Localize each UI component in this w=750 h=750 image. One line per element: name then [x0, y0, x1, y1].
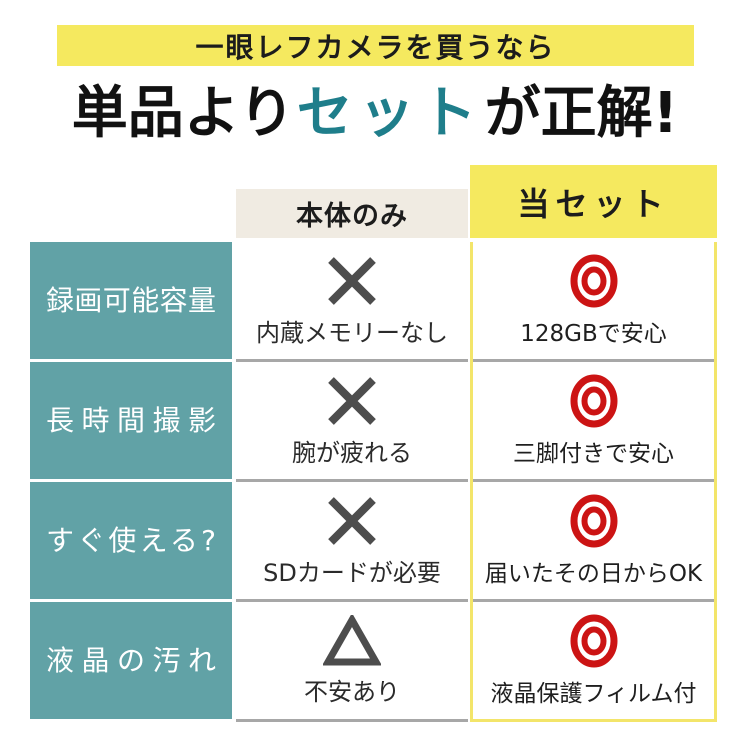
cell-caption: 液晶保護フィルム付 [490, 681, 697, 707]
column-header-this-set: 当セット [470, 165, 717, 238]
double-circle-icon [569, 373, 619, 429]
body-only-column: 内蔵メモリーなし 腕が疲れる SDカードが必要 不安あり [236, 242, 468, 722]
page-title: 単品より セット が正解! [0, 70, 750, 146]
row-label: 液晶の汚れ [30, 602, 232, 719]
banner-text: 一眼レフカメラを買うなら [195, 30, 556, 64]
column-header-body-only-label: 本体のみ [296, 201, 408, 232]
top-banner: 一眼レフカメラを買うなら [57, 25, 694, 66]
double-circle-icon [569, 253, 619, 309]
row-label: 長時間撮影 [30, 362, 232, 479]
row-label: 録画可能容量 [30, 242, 232, 359]
double-circle-icon [569, 493, 619, 549]
cell-caption: 128GBで安心 [520, 321, 667, 347]
this-set-column: 128GBで安心 三脚付きで安心 届いたその日からOK 液晶保護フィルム付 [470, 242, 717, 722]
cell-this-set-row3: 届いたその日からOK [473, 482, 714, 602]
title-post: が正解! [484, 80, 679, 146]
cell-caption: 不安あり [304, 677, 400, 706]
cross-icon [325, 374, 379, 428]
cell-caption: 腕が疲れる [292, 438, 412, 467]
cell-body-only-row1: 内蔵メモリーなし [236, 242, 468, 362]
cell-this-set-row2: 三脚付きで安心 [473, 362, 714, 482]
row-label-column: 録画可能容量 長時間撮影 すぐ使える? 液晶の汚れ [30, 242, 232, 722]
column-header-body-only: 本体のみ [236, 189, 468, 238]
cell-caption: 内蔵メモリーなし [256, 318, 448, 347]
title-pre: 単品より [71, 80, 295, 146]
cell-body-only-row4: 不安あり [236, 602, 468, 722]
title-highlight: セット [296, 80, 483, 146]
cell-caption: SDカードが必要 [263, 558, 441, 587]
cross-icon [325, 494, 379, 548]
double-circle-icon [569, 613, 619, 669]
column-header-this-set-label: 当セット [517, 184, 670, 223]
cell-this-set-row4: 液晶保護フィルム付 [473, 602, 714, 719]
cross-icon [325, 254, 379, 308]
triangle-icon [321, 612, 383, 667]
cell-this-set-row1: 128GBで安心 [473, 242, 714, 362]
cell-caption: 届いたその日からOK [484, 561, 703, 587]
cell-body-only-row2: 腕が疲れる [236, 362, 468, 482]
row-label: すぐ使える? [30, 482, 232, 599]
cell-body-only-row3: SDカードが必要 [236, 482, 468, 602]
cell-caption: 三脚付きで安心 [513, 441, 674, 467]
